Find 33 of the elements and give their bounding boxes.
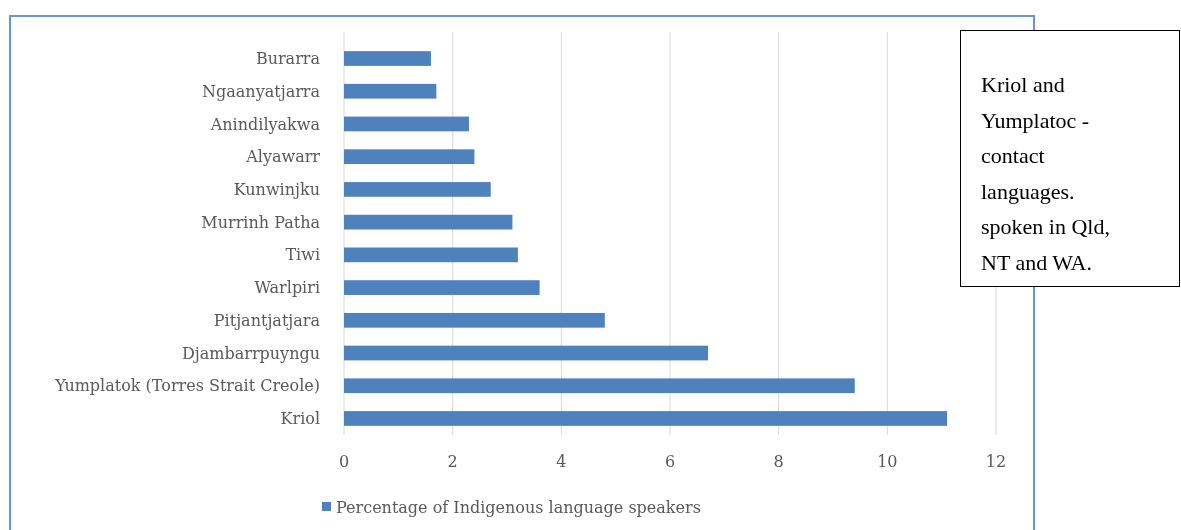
x-tick-label: 6	[664, 452, 676, 471]
x-tick-label: 10	[877, 452, 898, 471]
annotation: Kriol and Yumplatoc - contact languages. spoken in Qld, NT and WA.	[981, 72, 1110, 275]
y-tick-label: Warlpiri	[254, 278, 320, 298]
y-tick-label: Kunwinjku	[233, 180, 320, 200]
y-tick-label: Murrinh Patha	[201, 212, 321, 232]
bar	[344, 345, 709, 361]
y-tick-label: Djambarrpuyngu	[181, 343, 320, 363]
bar	[344, 182, 491, 197]
x-tick-label: 12	[985, 452, 1007, 471]
bar	[344, 116, 469, 132]
bar	[344, 378, 855, 394]
y-tick-label: Anindilyakwa	[209, 114, 321, 134]
bar	[344, 149, 475, 165]
bar	[344, 83, 437, 99]
x-tick-label: 4	[556, 452, 567, 471]
bar	[344, 247, 518, 263]
y-tick-label: Tiwi	[285, 245, 320, 265]
y-tick-label: Burarra	[255, 49, 321, 69]
x-tick-label: 2	[447, 452, 458, 471]
bar	[344, 411, 948, 426]
bar	[344, 312, 605, 328]
bar	[344, 280, 540, 295]
x-tick-label: 0	[338, 452, 350, 471]
y-tick-label: Alyawarr	[245, 147, 321, 167]
y-tick-label: Kriol	[280, 409, 320, 429]
y-tick-label: Ngaanyatjarra	[202, 81, 321, 101]
legend-label: Percentage of Indigenous language speakers	[336, 497, 701, 517]
y-tick-label: Yumplatok (Torres Strait Creole)	[54, 376, 320, 396]
bar	[344, 51, 431, 66]
y-tick-label: Pitjantjatjara	[213, 310, 321, 330]
bar	[344, 214, 513, 230]
x-tick-label: 8	[773, 452, 784, 471]
